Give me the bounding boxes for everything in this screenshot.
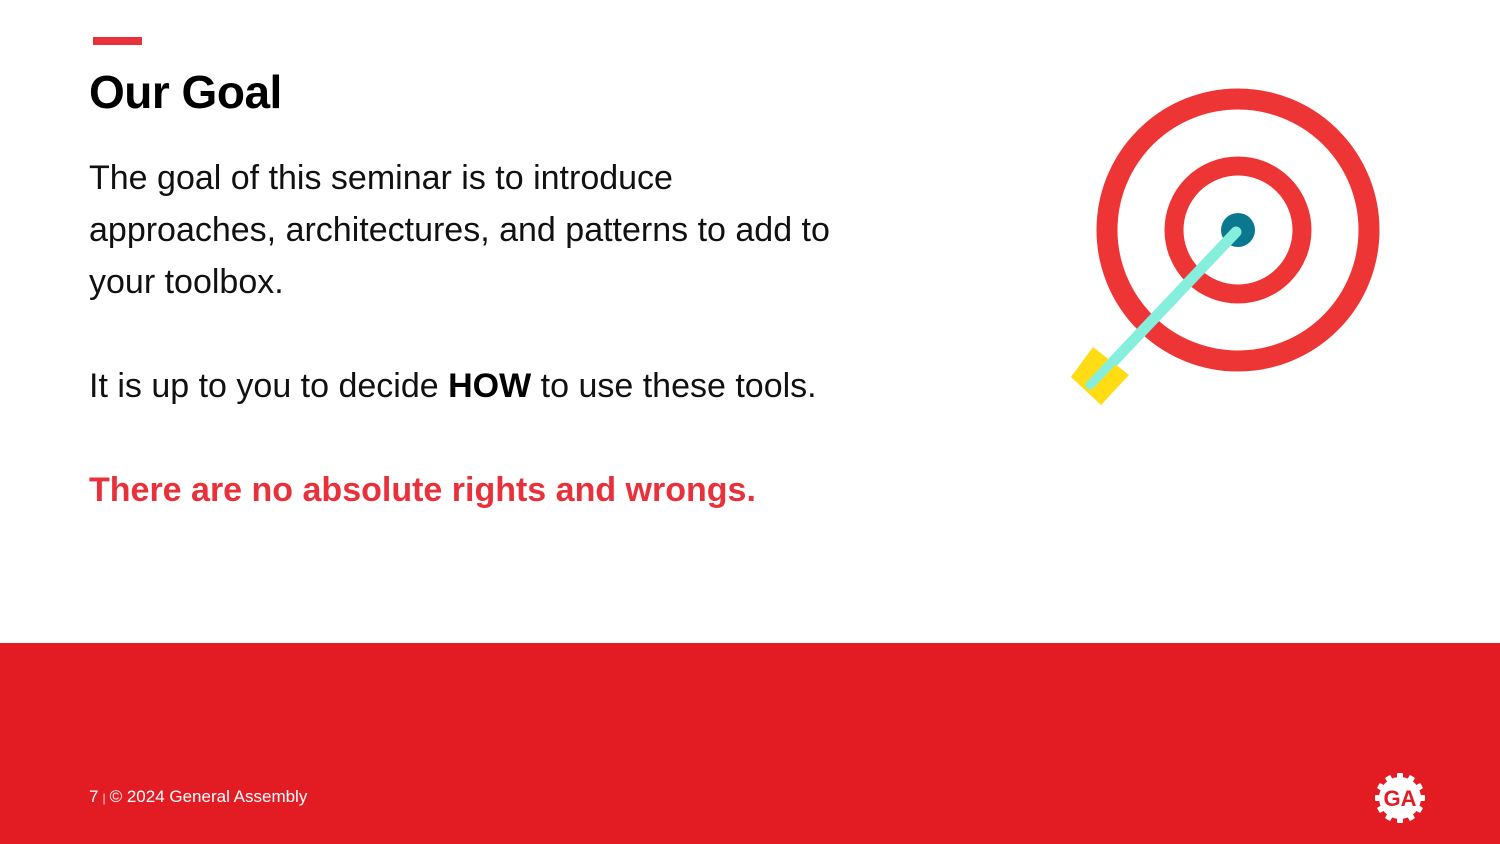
intro-paragraph: The goal of this seminar is to introduce… (89, 159, 830, 301)
page-number: 7 (89, 787, 99, 806)
arrow-shaft (1088, 226, 1242, 388)
copyright-text: © 2024 General Assembly (109, 787, 308, 806)
emphasis-paragraph: There are no absolute rights and wrongs. (89, 471, 756, 509)
decision-prefix: It is up to you to decide (89, 367, 449, 405)
decision-suffix: to use these tools. (531, 367, 817, 405)
footer-caption: 7 | © 2024 General Assembly (89, 786, 307, 809)
slide-body: The goal of this seminar is to introduce… (89, 152, 889, 516)
slide-title: Our Goal (89, 66, 282, 118)
target-inner-ring (1164, 156, 1312, 304)
title-accent-bar (93, 37, 142, 45)
decision-strong: HOW (448, 367, 532, 405)
arrow-shaft-tail (1085, 357, 1117, 390)
ga-logo-icon: GA (1375, 773, 1425, 823)
footer-band: 7 | © 2024 General Assembly GA (0, 643, 1500, 844)
footer-separator: | (102, 791, 106, 805)
ga-logo-text: GA (1384, 786, 1417, 811)
target-outer-ring (1096, 88, 1380, 372)
decision-paragraph: It is up to you to decide HOW to use the… (89, 360, 889, 412)
target-arrow-icon (1071, 88, 1380, 405)
